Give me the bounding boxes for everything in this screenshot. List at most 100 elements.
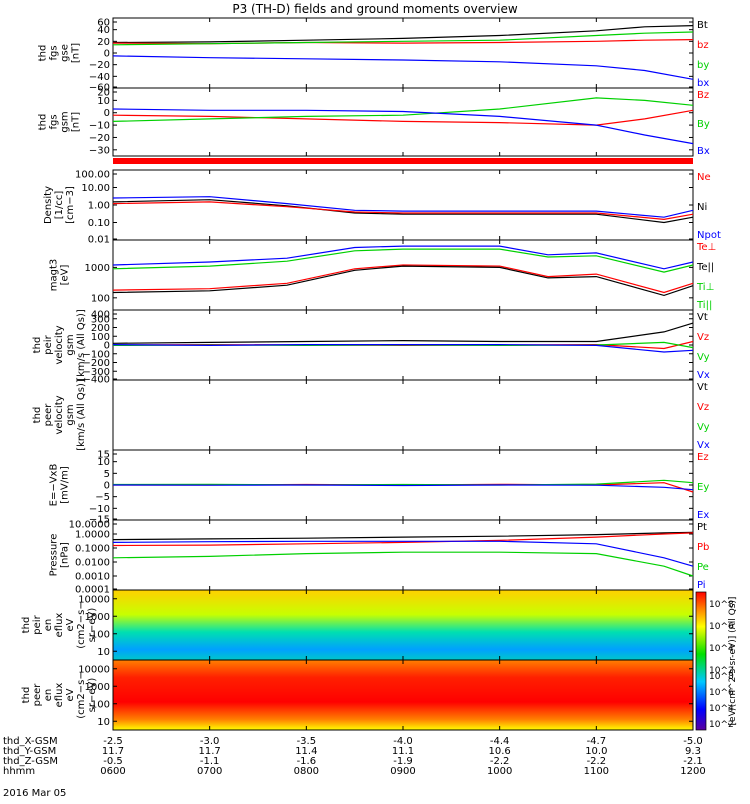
series-peir-velocity-Vx <box>112 344 694 353</box>
y-tick-label: 15 <box>97 450 110 461</box>
y-axis-label-line: peir <box>32 614 43 634</box>
legend-peer-velocity-2: Vy <box>697 422 710 433</box>
series-fgs-gse-by <box>112 31 694 46</box>
y-axis-label-line: (cm2−s− <box>76 671 87 718</box>
legend-fgs-gsm-1: By <box>697 119 710 130</box>
footer-value: 10.6 <box>489 746 511 757</box>
y-tick-label: −30 <box>89 145 110 156</box>
y-tick-label: 0.0100 <box>75 558 110 569</box>
footer-row-label: thd_X-GSM <box>3 736 58 747</box>
y-tick-label: 1.00 <box>88 201 110 212</box>
y-axis-label-line: en <box>43 619 54 632</box>
y-tick-label: −20 <box>89 133 110 144</box>
y-axis-label-line: eflux <box>54 683 65 708</box>
panel-temperature: 1000 100 magt3 [eV] Te⊥ Te|| Ti⊥ Ti|| <box>49 239 716 311</box>
y-axis-label-line: Density <box>43 186 54 224</box>
y-axis-label-line: gsm <box>65 404 76 425</box>
footer-value: -5.0 <box>683 736 703 747</box>
colorbar-tick-label: 10^4 <box>709 704 734 714</box>
legend-fgs-gsm-0: Bz <box>697 90 709 101</box>
footer-value: 0800 <box>294 766 319 777</box>
series-fgs-gse-Bt <box>112 25 694 44</box>
colorbar-tick-label: 10^6 <box>709 622 734 632</box>
y-axis-label-line: thd <box>21 687 32 704</box>
y-axis-label-line: [nT] <box>71 43 82 63</box>
footer-row-label: thd_Z-GSM <box>3 756 58 767</box>
y-tick-label: −60 <box>89 83 110 94</box>
y-axis-label-line: gsm <box>65 334 76 355</box>
y-tick-label: −40 <box>89 72 110 83</box>
date-label: 2016 Mar 05 <box>3 788 66 799</box>
footer-row-label: hhmm <box>3 766 35 777</box>
colorbar-tick-label: 10^8 <box>709 672 734 682</box>
legend-e-field-2: Ex <box>697 510 709 521</box>
series-density-Ne <box>112 201 694 221</box>
y-tick-label: −300 <box>83 367 110 378</box>
panel-frame <box>112 379 694 451</box>
y-axis-label-line: [eV] <box>60 265 71 286</box>
series-density-Ni <box>112 199 694 224</box>
series-temperature-Te⊥ <box>112 264 694 294</box>
y-tick-label: 0 <box>104 108 110 119</box>
y-axis-label-line: E=−VxB <box>49 464 60 507</box>
footer-value: 11.1 <box>392 746 414 757</box>
y-tick-label: 10000 <box>78 664 110 675</box>
y-tick-label: 60 <box>97 18 110 29</box>
footer-value: 11.7 <box>199 746 221 757</box>
y-tick-label: −100 <box>83 349 110 360</box>
colorbar <box>695 591 707 731</box>
series-temperature-Ti|| <box>112 248 694 273</box>
series-fgs-gsm-By <box>112 97 694 122</box>
legend-pressure-3: Pi <box>697 580 706 591</box>
y-tick-label: −10 <box>89 121 110 132</box>
y-axis-label-line: peer <box>32 683 43 707</box>
y-tick-label: 10000 <box>78 594 110 605</box>
footer-value: 11.4 <box>295 746 317 757</box>
footer-value: -1.9 <box>393 756 413 767</box>
y-axis-label-line: [nT] <box>71 112 82 132</box>
footer-value: -2.2 <box>587 756 607 767</box>
legend-pressure-0: Pt <box>697 522 707 533</box>
y-tick-label: 1.0000 <box>75 530 110 541</box>
y-axis-label-line: thd <box>21 617 32 634</box>
legend-density-2: Npot <box>697 230 721 241</box>
series-temperature-Ti⊥ <box>112 245 694 270</box>
legend-density-0: Ne <box>697 172 711 183</box>
legend-fgs-gse-3: bx <box>697 78 709 89</box>
legend-peir-velocity-2: Vy <box>697 352 710 363</box>
panel-density: 100.00 10.00 1.00 0.10 0.01 Density [1/cc] [cm−… <box>43 169 721 246</box>
y-axis-label-line: [km/s (All Qs)] <box>76 309 87 381</box>
footer-value: 0900 <box>390 766 415 777</box>
legend-temperature-0: Te⊥ <box>696 242 716 253</box>
y-tick-label: 40 <box>97 25 110 36</box>
y-tick-label: 10.0000 <box>69 520 110 531</box>
y-tick-label: 0.01 <box>88 235 110 246</box>
series-peir-velocity-Vt <box>112 322 694 344</box>
y-axis-label-line: fgs <box>49 45 60 60</box>
panel-peir-spec: 10000 1000 100 10 thd peir en eflux eV (cm2−s− sr−… <box>21 589 694 661</box>
legend-temperature-1: Te|| <box>696 262 714 273</box>
footer-value: 10.0 <box>585 746 607 757</box>
legend-temperature-2: Ti⊥ <box>696 282 714 293</box>
footer-value: -1.6 <box>297 756 317 767</box>
y-tick-label: 100 <box>91 699 110 710</box>
y-axis-label-line: Pressure <box>49 534 60 577</box>
y-tick-label: 200 <box>91 323 110 334</box>
legend-e-field-0: Ez <box>697 452 709 463</box>
status-bar <box>113 158 693 164</box>
y-tick-label: 100 <box>91 293 110 304</box>
footer-value: -2.5 <box>103 736 123 747</box>
y-axis-label-line: gsm <box>60 111 71 132</box>
series-pressure-Pt <box>112 531 694 541</box>
footer-value: 1100 <box>584 766 609 777</box>
footer-value: -4.4 <box>490 736 510 747</box>
footer-value: -2.2 <box>490 756 510 767</box>
y-tick-label: 0 <box>104 341 110 352</box>
y-tick-label: 10 <box>97 717 110 728</box>
